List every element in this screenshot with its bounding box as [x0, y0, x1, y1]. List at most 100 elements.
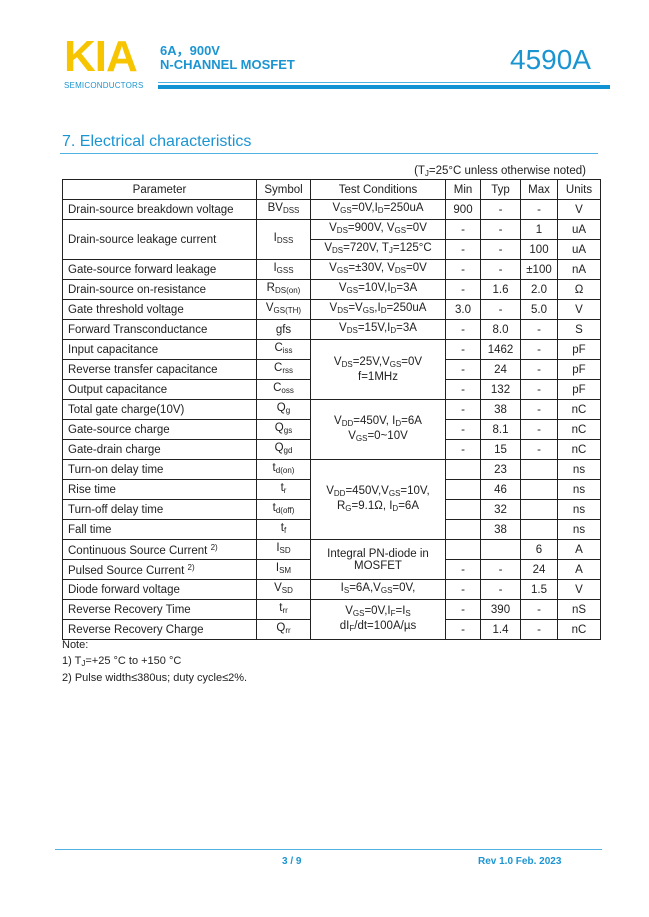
- min-cell: [445, 459, 481, 480]
- parameter-cell: Input capacitance: [62, 339, 257, 360]
- table-row: Output capacitance Coss -132- pF: [62, 379, 601, 400]
- parameter-cell: Reverse Recovery Time: [62, 599, 257, 620]
- typ-cell: [480, 539, 521, 560]
- max-cell: -: [520, 339, 558, 360]
- typ-cell: 390: [480, 599, 521, 620]
- max-cell: 2.0: [520, 279, 558, 300]
- parameter-cell: Reverse Recovery Charge: [62, 619, 257, 640]
- unit-cell: A: [557, 559, 601, 580]
- test-condition-cell: VDS=15V,ID=3A: [310, 319, 446, 340]
- symbol-cell: BVDSS: [256, 199, 311, 220]
- parameter-cell: Total gate charge(10V): [62, 399, 257, 420]
- table-row: Forward Transconductance gfs VDS=15V,ID=3A…: [62, 319, 601, 340]
- max-cell: [520, 499, 558, 520]
- min-cell: -: [445, 379, 481, 400]
- parameter-cell: Gate threshold voltage: [62, 299, 257, 320]
- parameter-cell: Pulsed Source Current 2): [62, 559, 257, 580]
- typ-cell: 8.0: [480, 319, 521, 340]
- max-cell: -: [520, 599, 558, 620]
- test-condition-cell: VGS=10V,ID=3A: [310, 279, 446, 300]
- kia-logo: KIA: [64, 32, 138, 81]
- symbol-cell: td(on): [256, 459, 311, 480]
- symbol-cell: RDS(on): [256, 279, 311, 300]
- parameter-cell: Drain-source breakdown voltage: [62, 199, 257, 220]
- typ-cell: 32: [480, 499, 521, 520]
- parameter-cell: Drain-source leakage current: [62, 219, 257, 260]
- max-cell: 6: [520, 539, 558, 560]
- min-cell: -: [445, 579, 481, 600]
- typ-cell: 23: [480, 459, 521, 480]
- parameter-cell: Forward Transconductance: [62, 319, 257, 340]
- min-cell: [445, 499, 481, 520]
- parameter-cell: Gate-source forward leakage: [62, 259, 257, 280]
- typ-cell: -: [480, 219, 521, 240]
- section-title: 7. Electrical characteristics: [62, 133, 252, 150]
- unit-cell: nC: [557, 439, 601, 460]
- symbol-cell: Qgd: [256, 439, 311, 460]
- unit-cell: pF: [557, 339, 601, 360]
- symbol-cell: VGS(TH): [256, 299, 311, 320]
- symbol-cell: Ciss: [256, 339, 311, 360]
- symbol-cell: tr: [256, 479, 311, 500]
- typ-cell: 46: [480, 479, 521, 500]
- table-row: Diode forward voltage VSD IS=6A,VGS=0V, - -1…: [62, 579, 601, 600]
- column-header: Max: [520, 179, 558, 200]
- column-header: Min: [445, 179, 481, 200]
- typ-cell: -: [480, 239, 521, 260]
- typ-cell: 38: [480, 399, 521, 420]
- max-cell: 24: [520, 559, 558, 580]
- table-row: Gate-source forward leakage IGSS VGS=±30V,…: [62, 259, 601, 280]
- parameter-cell: Rise time: [62, 479, 257, 500]
- unit-cell: nC: [557, 399, 601, 420]
- symbol-cell: ISM: [256, 559, 311, 580]
- min-cell: -: [445, 339, 481, 360]
- unit-cell: V: [557, 579, 601, 600]
- max-cell: -: [520, 419, 558, 440]
- notes-title: Note:: [62, 639, 89, 651]
- min-cell: 3.0: [445, 299, 481, 320]
- unit-cell: ns: [557, 479, 601, 500]
- typ-cell: 132: [480, 379, 521, 400]
- unit-cell: uA: [557, 219, 601, 240]
- part-number: 4590A: [510, 44, 591, 75]
- parameter-cell: Fall time: [62, 519, 257, 540]
- parameter-cell: Drain-source on-resistance: [62, 279, 257, 300]
- unit-cell: ns: [557, 459, 601, 480]
- max-cell: 1: [520, 219, 558, 240]
- table-row: Continuous Source Current 2) ISD Integral …: [62, 539, 601, 580]
- symbol-cell: IDSS: [256, 219, 311, 260]
- min-cell: -: [445, 219, 481, 240]
- product-rating: 6A，900V: [160, 43, 220, 58]
- max-cell: [520, 479, 558, 500]
- notes: Note: 1) TJ=+25 °C to +150 °C 2) Pulse w…: [62, 638, 247, 687]
- unit-cell: Ω: [557, 279, 601, 300]
- symbol-cell: Coss: [256, 379, 311, 400]
- logo-subtitle: SEMICONDUCTORS: [64, 81, 144, 90]
- min-cell: -: [445, 599, 481, 620]
- min-cell: -: [445, 559, 481, 580]
- column-header: Parameter: [62, 179, 257, 200]
- test-condition-cell: VDS=VGS,ID=250uA: [310, 299, 446, 320]
- table-header-row: Parameter Symbol Test Conditions Min Typ Max U…: [62, 179, 601, 200]
- unit-cell: V: [557, 299, 601, 320]
- min-cell: -: [445, 399, 481, 420]
- symbol-cell: gfs: [256, 319, 311, 340]
- typ-cell: -: [480, 559, 521, 580]
- typ-cell: 8.1: [480, 419, 521, 440]
- typ-cell: 1.6: [480, 279, 521, 300]
- footer-divider: [55, 849, 602, 850]
- column-header: Symbol: [256, 179, 311, 200]
- min-cell: -: [445, 619, 481, 640]
- parameter-cell: Turn-on delay time: [62, 459, 257, 480]
- note-2: 2) Pulse width≤380us; duty cycle≤2%.: [62, 672, 248, 684]
- max-cell: -: [520, 379, 558, 400]
- table-row: Drain-source leakage current IDSS VDS=900V…: [62, 219, 601, 260]
- symbol-cell: Crss: [256, 359, 311, 380]
- product-type: N-CHANNEL MOSFET: [160, 57, 295, 72]
- test-condition-cell: VDS=25V,VGS=0V f=1MHz: [310, 339, 446, 400]
- max-cell: -: [520, 399, 558, 420]
- max-cell: 1.5: [520, 579, 558, 600]
- symbol-cell: td(off): [256, 499, 311, 520]
- min-cell: -: [445, 439, 481, 460]
- typ-cell: 1462: [480, 339, 521, 360]
